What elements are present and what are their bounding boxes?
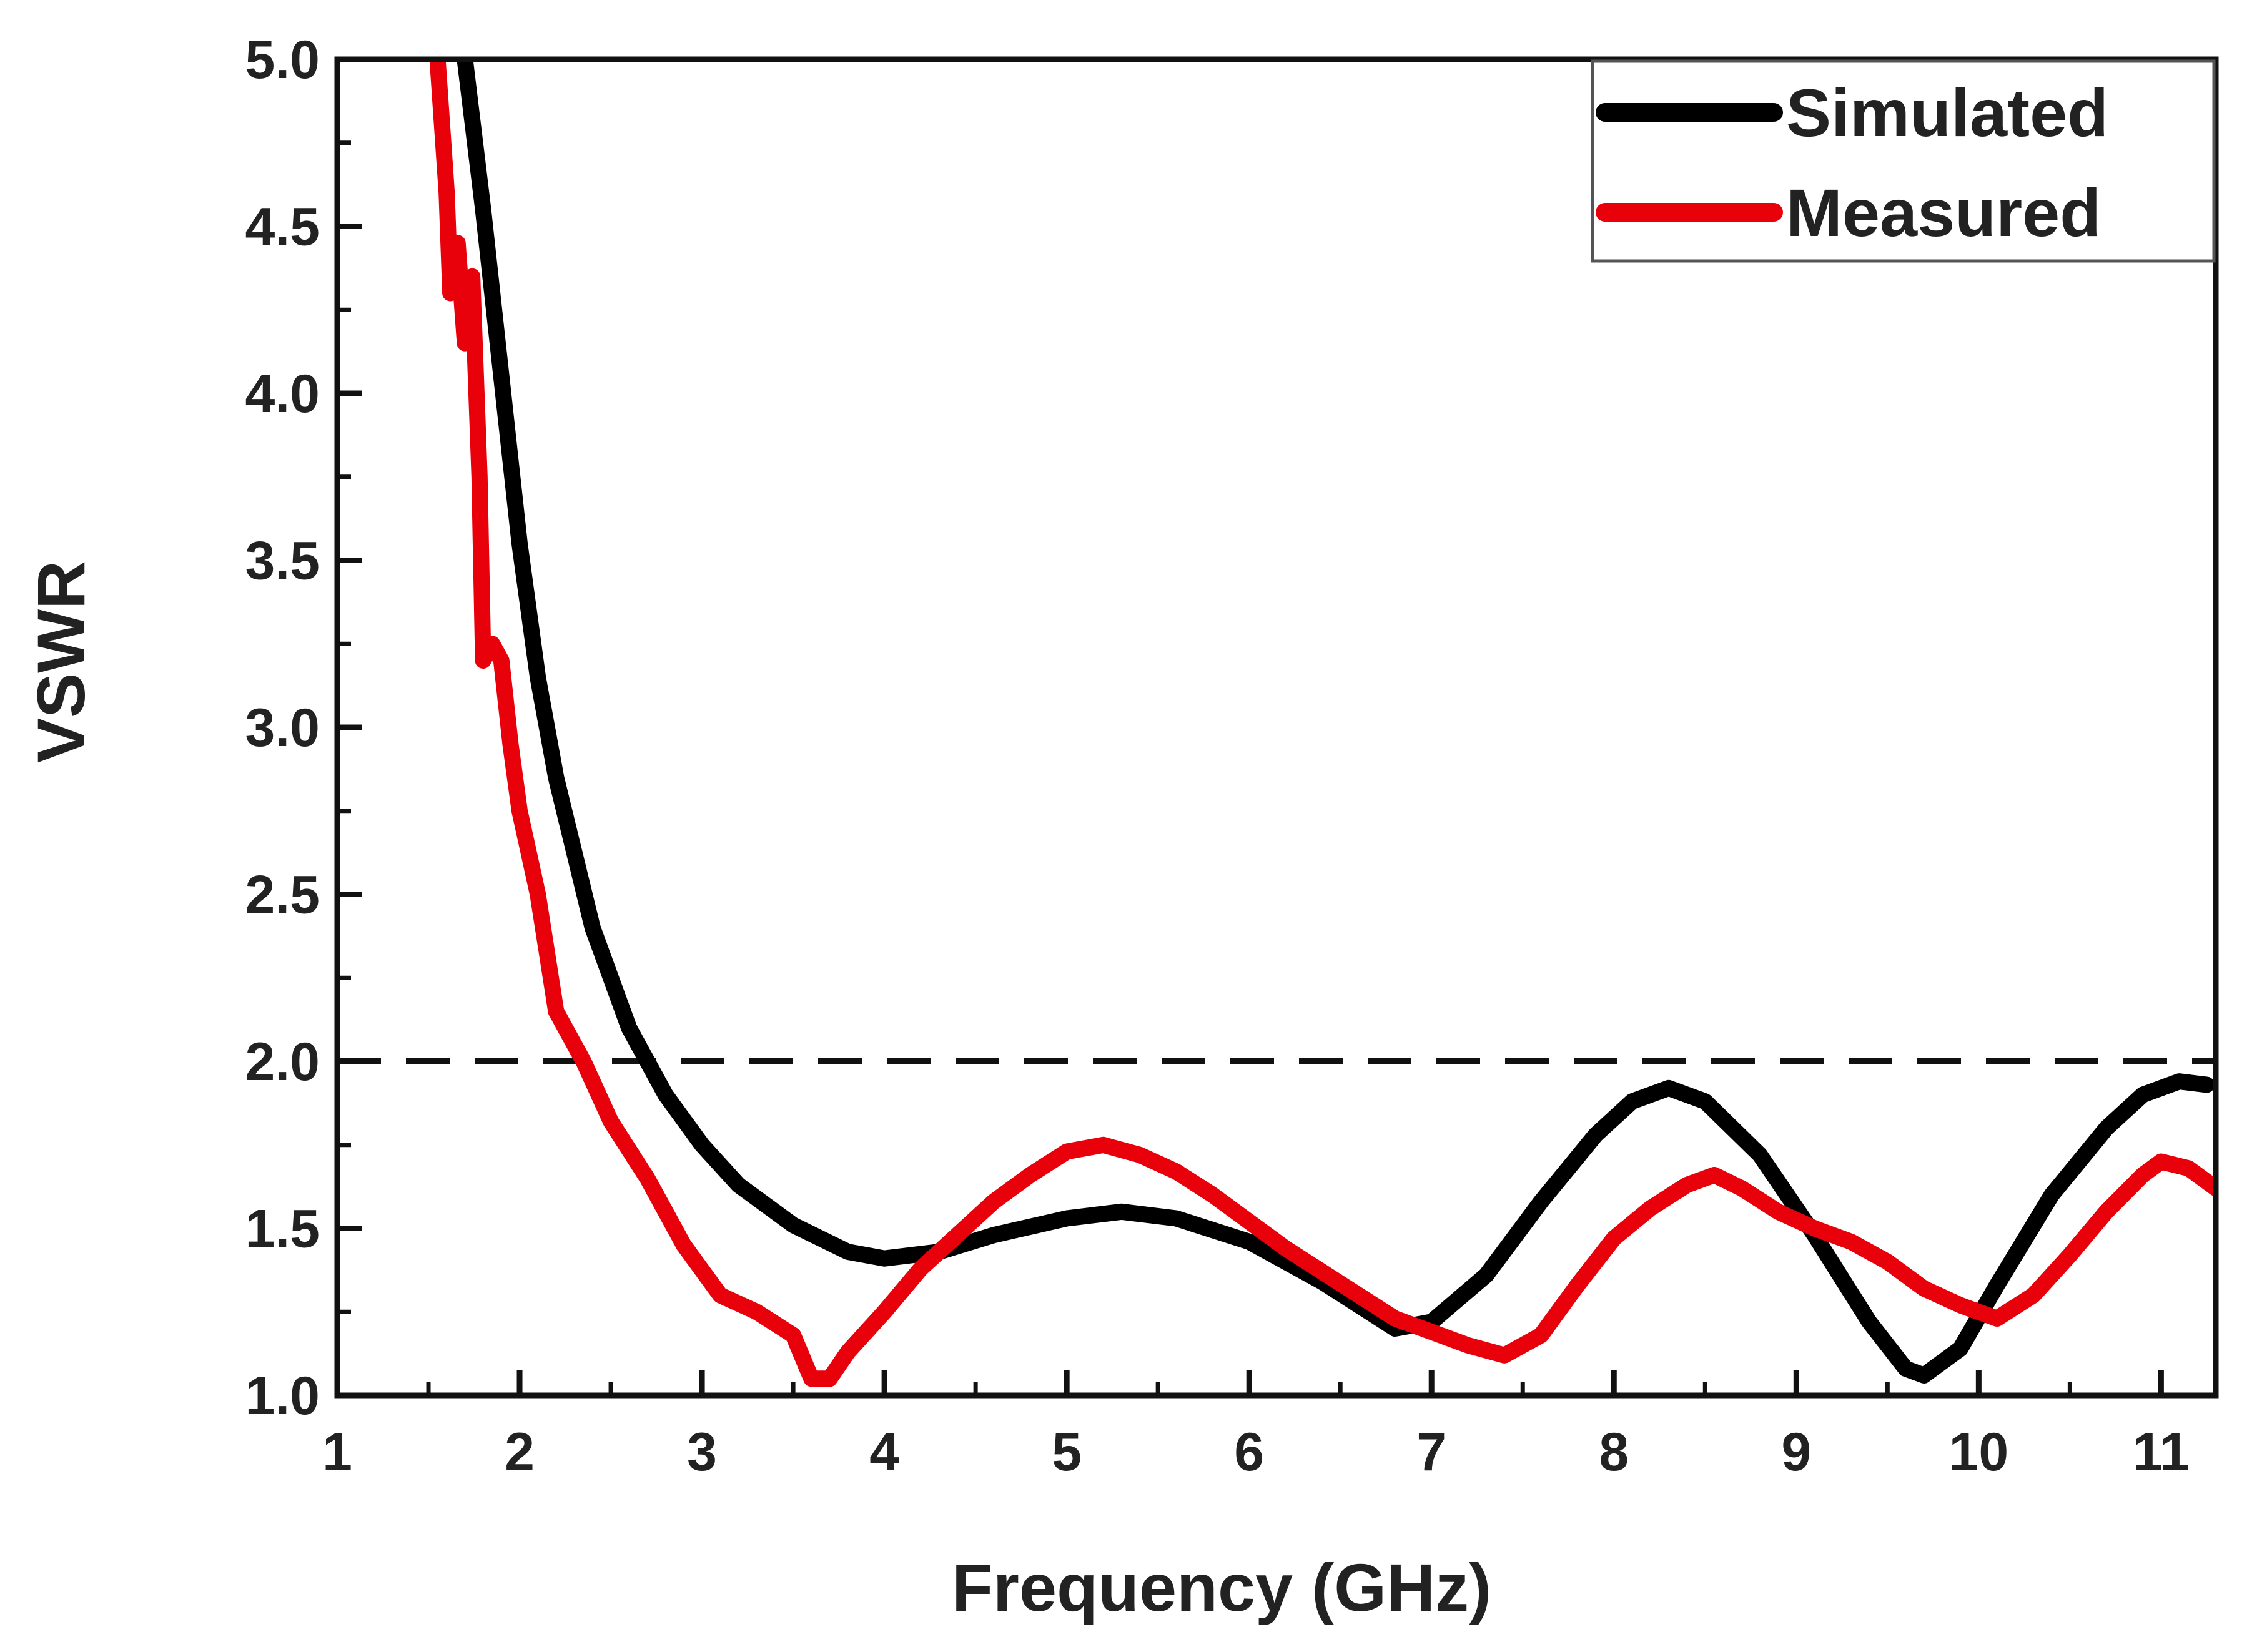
plot-layer (337, 59, 2216, 1387)
legend-label-simulated: Simulated (1786, 75, 2108, 150)
legend-box (1591, 59, 2216, 263)
x-tick-label: 4 (869, 1422, 899, 1482)
y-tick-label: 2.5 (245, 865, 320, 925)
series-line-measured (429, 59, 2216, 1387)
x-tick-label: 11 (2133, 1422, 2190, 1482)
x-tick-label: 2 (505, 1422, 535, 1482)
x-tick-label: 5 (1052, 1422, 1082, 1482)
x-axis-title: Frequency (GHz) (952, 1550, 1491, 1625)
y-tick-label: 3.0 (245, 698, 320, 758)
legend-label-measured: Measured (1786, 175, 2101, 250)
legend: Simulated Measured (1591, 59, 2216, 263)
y-tick-label: 5.0 (245, 30, 320, 90)
y-tick-label: 4.5 (245, 197, 320, 257)
x-tick-label: 7 (1416, 1422, 1446, 1482)
y-tick-label: 4.0 (245, 364, 320, 424)
series-group (429, 59, 2216, 1387)
x-tick-label: 9 (1781, 1422, 1811, 1482)
x-tick-label: 6 (1234, 1422, 1264, 1482)
y-axis-title: VSWR (23, 561, 99, 763)
series-line-simulated (457, 59, 2215, 1384)
y-tick-label: 1.0 (245, 1366, 320, 1426)
x-tick-label: 1 (322, 1422, 352, 1482)
y-tick-label: 2.0 (245, 1032, 320, 1092)
x-tick-label: 10 (1949, 1422, 2009, 1482)
axes-layer: 1.0 1.5 2.0 2.5 3.0 3.5 4.0 4.5 5.0 1 2 3 4 5 6 7 8 9 10 11 (245, 30, 2219, 1482)
y-tick-label: 1.5 (245, 1199, 320, 1259)
y-tick-label: 3.5 (245, 531, 320, 591)
x-tick-label: 8 (1599, 1422, 1629, 1482)
x-tick-label: 3 (687, 1422, 717, 1482)
